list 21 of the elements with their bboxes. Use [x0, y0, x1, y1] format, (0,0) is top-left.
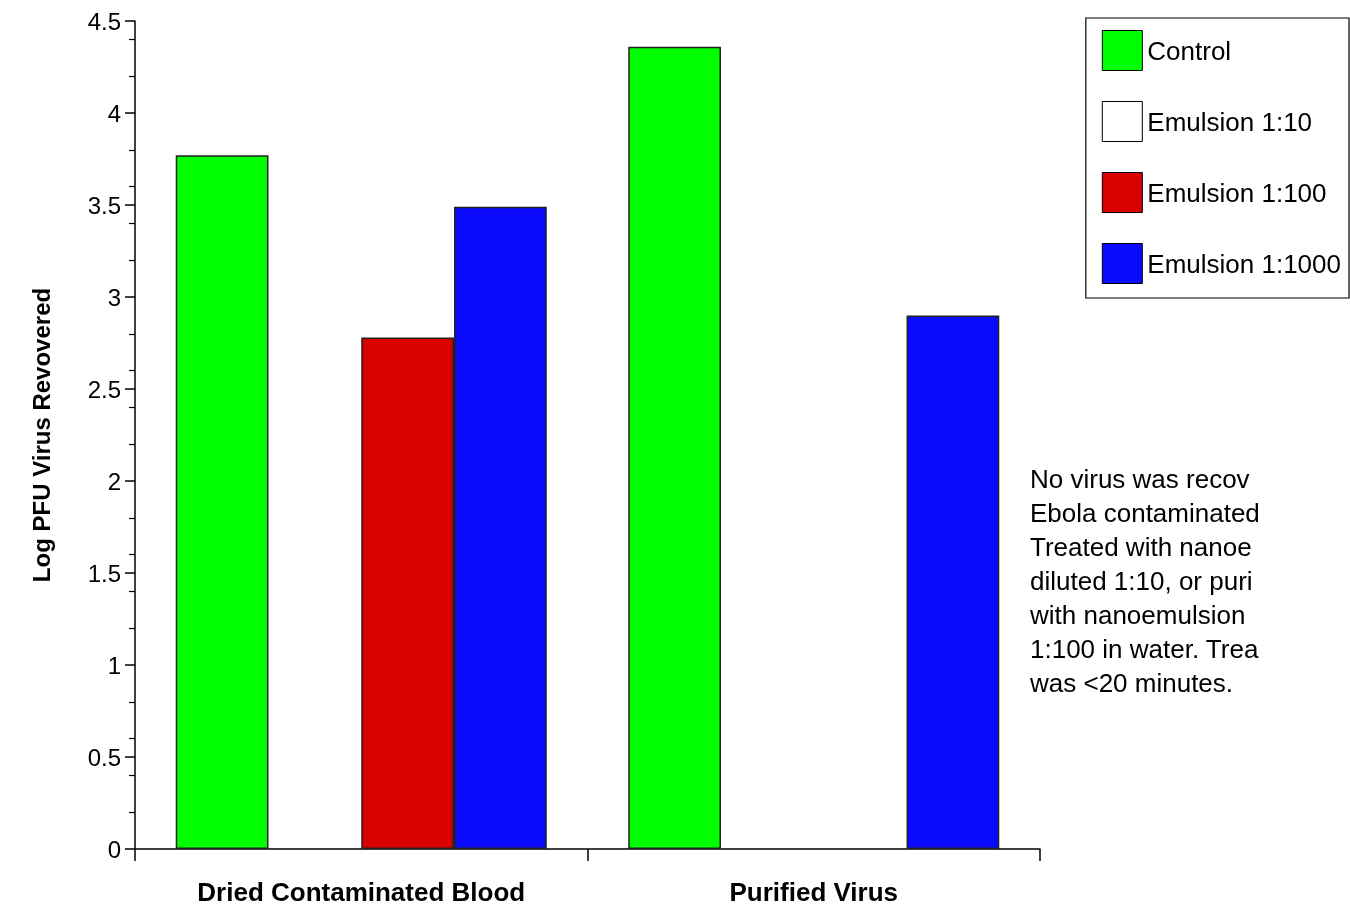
- legend-label: Control: [1147, 35, 1232, 66]
- y-tick-label: 4.5: [87, 7, 121, 35]
- legend-label: Emulsion 1:1000: [1147, 248, 1342, 279]
- x-tick-label: Dried Contaminated Blood: [197, 877, 526, 907]
- y-tick-label: 2.5: [87, 375, 121, 403]
- y-tick-label: 0: [107, 835, 121, 863]
- bar: [175, 155, 269, 849]
- y-tick-label: 3: [107, 283, 121, 311]
- y-tick-label: 3.5: [87, 191, 121, 219]
- bar: [906, 315, 1000, 849]
- annotation: No virus was recov Ebola contaminated Treated with nanoe diluted 1:10, or puri with nanoemulsion 1:100 in water. Trea was <20 minutes.: [1029, 464, 1260, 698]
- y-axis-title: Log PFU Virus Revovered: [27, 287, 55, 583]
- legend-label: Emulsion 1:10: [1147, 106, 1313, 137]
- legend-label: Emulsion 1:100: [1147, 177, 1327, 208]
- y-tick-label: 4: [107, 99, 121, 127]
- bar: [628, 46, 721, 849]
- y-tick-label: 1: [107, 651, 121, 679]
- y-tick-label: 2: [107, 467, 121, 495]
- y-tick-label: 1.5: [87, 559, 121, 587]
- x-tick-label: Purified Virus: [729, 877, 899, 907]
- y-tick-label: 0.5: [87, 743, 121, 771]
